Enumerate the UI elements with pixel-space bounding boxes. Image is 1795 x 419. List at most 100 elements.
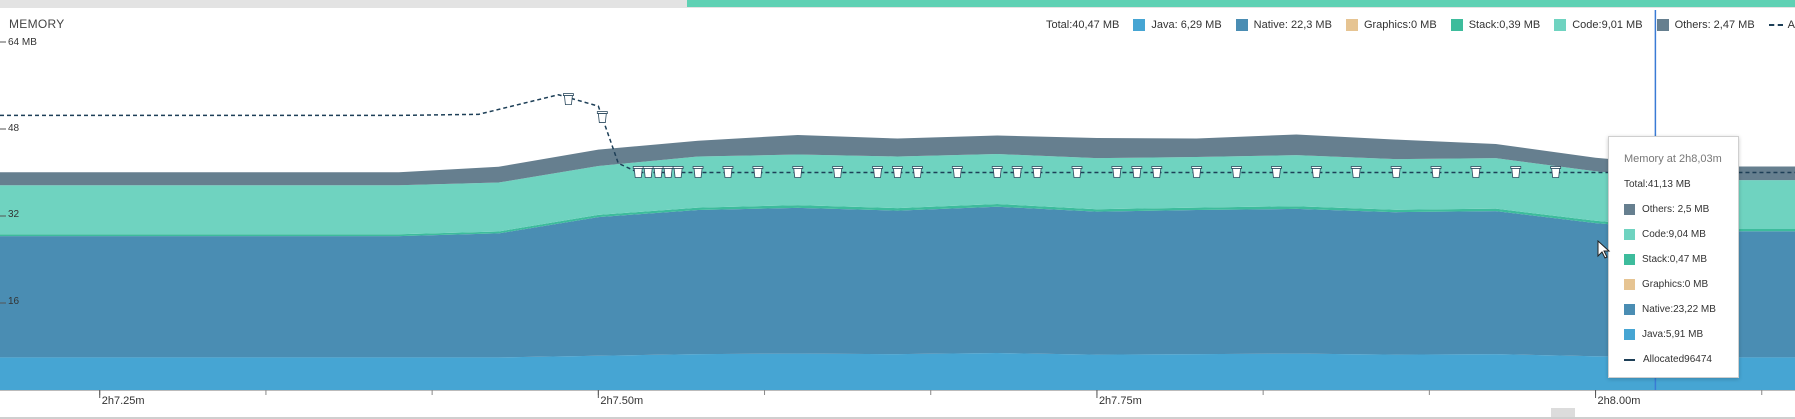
tooltip-row-native: Native:23,22 MB	[1624, 304, 1716, 315]
gc-event-trash-can-icon[interactable]	[563, 93, 574, 105]
tooltip-row-java: Java:5,91 MB	[1624, 329, 1703, 340]
legend-swatch-others	[1656, 19, 1669, 31]
legend-label-native: Native: 22,3 MB	[1253, 19, 1332, 31]
tooltip-header: Memory at 2h8,03m	[1624, 153, 1722, 165]
gc-event-trash-can-icon[interactable]	[951, 166, 963, 178]
bottom-divider	[0, 417, 1795, 419]
area-java	[0, 353, 1795, 390]
gc-event-trash-can-icon[interactable]	[1231, 166, 1242, 178]
legend-item-stack: Stack:0,39 MB	[1450, 19, 1541, 31]
legend-total: Total:40,47 MB	[1046, 19, 1119, 31]
gc-event-trash-can-icon[interactable]	[1350, 166, 1362, 178]
tooltip-swatch-others	[1624, 204, 1635, 215]
tooltip-swatch-allocated	[1624, 358, 1635, 361]
allocated-line	[0, 93, 1795, 174]
memory-tooltip: Memory at 2h8,03m Total:41,13 MB Others:…	[1608, 136, 1739, 378]
gc-event-trash-can-icon[interactable]	[642, 166, 654, 178]
tooltip-label-allocated: Allocated96474	[1643, 354, 1712, 365]
gc-event-trash-can-icon[interactable]	[1031, 166, 1043, 178]
tooltip-label-graphics: Graphics:0 MB	[1642, 279, 1709, 290]
tooltip-swatch-native	[1624, 304, 1635, 315]
timeline-selection[interactable]	[687, 0, 1795, 7]
legend-item-code: Code:9,01 MB	[1554, 19, 1643, 31]
x-tick-label: 2h7.75m	[1098, 395, 1142, 407]
legend-swatch-code	[1554, 19, 1567, 31]
tooltip-row-others: Others: 2,5 MB	[1624, 204, 1709, 215]
x-tick-label: 2h7.50m	[600, 395, 644, 407]
x-tick-label: 2h8.00m	[1597, 395, 1641, 407]
legend-item-graphics: Graphics:0 MB	[1345, 19, 1437, 31]
gc-event-trash-can-icon[interactable]	[662, 166, 674, 178]
legend-label-allocated: A	[1787, 19, 1795, 31]
legend-item-native: Native: 22,3 MB	[1235, 19, 1332, 31]
tooltip-swatch-code	[1624, 229, 1635, 240]
gc-event-trash-can-icon[interactable]	[912, 166, 923, 178]
tooltip-label-java: Java:5,91 MB	[1642, 329, 1704, 340]
tooltip-label-others: Others: 2,5 MB	[1642, 204, 1710, 215]
area-stack	[0, 204, 1795, 237]
gc-event-trash-can-icon[interactable]	[872, 166, 883, 178]
mouse-pointer-icon	[1597, 240, 1611, 259]
tooltip-label-code: Code:9,04 MB	[1642, 229, 1706, 240]
tooltip-total: Total:41,13 MB	[1624, 179, 1691, 190]
gc-event-trash-can-icon[interactable]	[1390, 166, 1402, 178]
legend-label-code: Code:9,01 MB	[1572, 19, 1643, 31]
y-tick-label-32: 32	[8, 209, 20, 220]
legend-label-stack: Stack:0,39 MB	[1468, 19, 1541, 31]
legend-swatch-java	[1133, 19, 1146, 31]
gc-event-trash-can-icon[interactable]	[1011, 166, 1023, 178]
gc-event-trash-can-icon[interactable]	[832, 166, 844, 178]
legend-item-allocated: A	[1768, 19, 1795, 31]
tooltip-label-native: Native:23,22 MB	[1642, 304, 1716, 315]
x-tick-label: 2h7.25m	[101, 395, 145, 407]
tooltip-row-graphics: Graphics:0 MB	[1624, 279, 1708, 290]
legend-swatch-graphics	[1345, 19, 1358, 31]
gc-event-trash-can-icon[interactable]	[1310, 166, 1322, 178]
legend-swatch-stack	[1450, 19, 1463, 31]
gc-event-trash-can-icon[interactable]	[1510, 166, 1522, 178]
tooltip-swatch-stack	[1624, 254, 1635, 265]
tooltip-row-stack: Stack:0,47 MB	[1624, 254, 1707, 265]
gc-event-trash-can-icon[interactable]	[1151, 166, 1163, 178]
tooltip-row-allocated: Allocated96474	[1624, 354, 1712, 365]
legend-label-graphics: Graphics:0 MB	[1363, 19, 1437, 31]
tooltip-swatch-graphics	[1624, 279, 1635, 290]
legend-label-others: Others: 2,47 MB	[1674, 19, 1755, 31]
gc-event-trash-can-icon[interactable]	[722, 166, 734, 178]
legend-swatch-allocated	[1768, 24, 1783, 26]
legend-label-java: Java: 6,29 MB	[1151, 19, 1222, 31]
tooltip-row-code: Code:9,04 MB	[1624, 229, 1706, 240]
legend-total-label: Total:40,47 MB	[1045, 19, 1120, 31]
tooltip-swatch-java	[1624, 329, 1635, 340]
gc-event-trash-can-icon[interactable]	[596, 111, 608, 123]
gc-event-trash-can-icon[interactable]	[991, 166, 1003, 178]
y-tick-label-16: 16	[8, 296, 20, 307]
gc-event-trash-can-icon[interactable]	[632, 166, 644, 178]
legend-swatch-native	[1235, 19, 1248, 31]
gc-event-trash-can-icon[interactable]	[792, 166, 804, 178]
legend-item-java: Java: 6,29 MB	[1133, 19, 1222, 31]
timeline-range-bar[interactable]	[0, 0, 1795, 8]
gc-event-trash-can-icon[interactable]	[672, 166, 684, 178]
gc-event-trash-can-icon[interactable]	[652, 166, 664, 178]
area-native	[0, 206, 1795, 358]
y-tick-label-64: 64 MB	[8, 37, 37, 48]
gc-event-trash-can-icon[interactable]	[1191, 166, 1203, 178]
legend: Total:40,47 MB Java: 6,29 MB Native: 22,…	[1046, 17, 1795, 33]
gc-event-trash-can-icon[interactable]	[1111, 166, 1123, 178]
gc-event-trash-can-icon[interactable]	[1271, 166, 1282, 178]
legend-item-others: Others: 2,47 MB	[1656, 19, 1755, 31]
gc-event-trash-can-icon[interactable]	[1430, 166, 1442, 178]
y-tick-label-48: 48	[8, 123, 20, 134]
gc-event-trash-can-icon[interactable]	[892, 166, 903, 178]
area-others	[0, 134, 1795, 186]
gc-event-trash-can-icon[interactable]	[1470, 166, 1482, 178]
panel-title: MEMORY	[9, 17, 65, 31]
gc-event-trash-can-icon[interactable]	[1550, 166, 1562, 178]
gc-event-trash-can-icon[interactable]	[752, 166, 764, 178]
horizontal-scrollbar-thumb[interactable]	[1551, 408, 1575, 418]
gc-event-trash-can-icon[interactable]	[1071, 166, 1083, 178]
gc-event-trash-can-icon[interactable]	[692, 166, 704, 178]
gc-event-trash-can-icon[interactable]	[1131, 166, 1143, 178]
